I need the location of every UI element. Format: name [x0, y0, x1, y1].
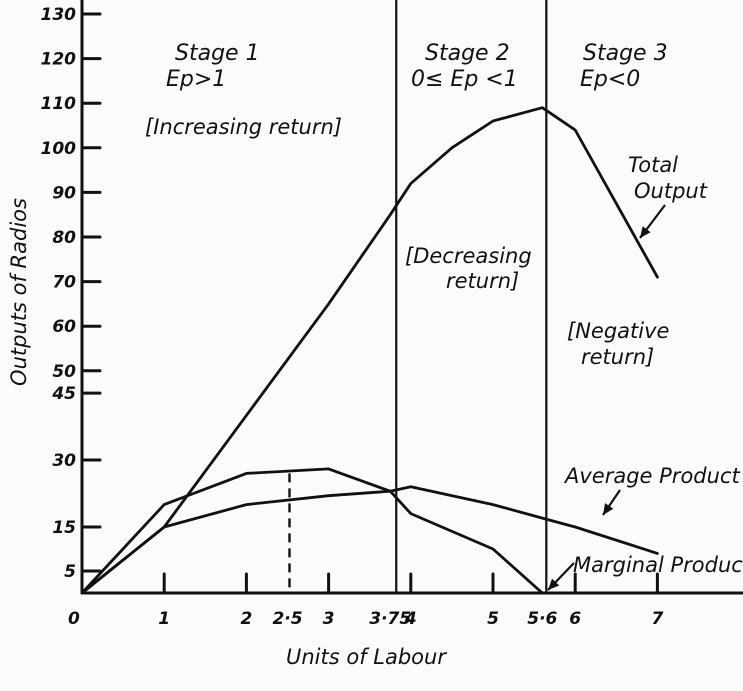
y-tick-label: 130 [41, 5, 77, 25]
stage-2-title: Stage 2 [425, 41, 510, 66]
marginal-product-curve [80, 467, 544, 595]
x-tick-label: 2 [240, 609, 252, 629]
y-tick-label: 45 [51, 384, 76, 404]
y-tick-label: 5 [64, 562, 76, 582]
y-tick-label: 15 [52, 518, 76, 538]
y-axis-label: Outputs of Radios [7, 198, 31, 386]
x-tick-label: 3·75 [369, 609, 411, 629]
average-product-curve [80, 485, 659, 595]
stage-1-title: Stage 1 [175, 41, 260, 66]
stage-3-note-line-2: return] [581, 345, 654, 369]
x-ticks: 1 2 2·5 3 3·754 5 5·6 6 7 [158, 572, 663, 629]
stage-3-note-line-1: [Negative [567, 319, 669, 343]
x-tick-label: 1 [158, 609, 170, 629]
y-tick-label: 100 [41, 139, 77, 159]
y-tick-label: 30 [52, 451, 76, 471]
y-tick-label: 50 [52, 362, 76, 382]
marginal-product-pointer-head [548, 578, 560, 590]
x-tick-label: 7 [651, 609, 663, 629]
stage-1-note: [Increasing return] [145, 115, 342, 139]
y-tick-label: 80 [52, 228, 76, 248]
x-tick-label: 4 [404, 609, 417, 629]
average-product-label: Average Product [563, 464, 740, 488]
stage-boundaries [288, 0, 548, 593]
y-tick-label: 110 [41, 94, 77, 114]
x-tick-label: 5·6 [527, 609, 557, 629]
curves [80, 106, 659, 595]
stage-3-title: Stage 3 [583, 41, 668, 66]
x-axis-label: Units of Labour [286, 645, 447, 669]
stage-2-note-line-2: return] [446, 269, 519, 293]
total-output-pointer-head [640, 226, 651, 238]
y-tick-label: 60 [52, 317, 76, 337]
y-tick-label: 120 [41, 50, 77, 70]
stage-1-condition: Ep>1 [166, 67, 226, 92]
origin-label: 0 [68, 609, 80, 629]
x-tick-label: 5 [487, 609, 499, 629]
stage-3-condition: Ep<0 [580, 67, 640, 92]
label-pointers [547, 204, 666, 591]
stage-2-condition: 0≤ Ep <1 [411, 67, 518, 92]
total-output-label-line-2: Output [634, 179, 708, 203]
total-output-label-line-1: Total [628, 153, 678, 177]
x-tick-label: 2·5 [272, 609, 302, 629]
y-tick-label: 70 [52, 273, 76, 293]
total-output-curve [80, 106, 659, 595]
stage-2-note-line-1: [Decreasing [405, 244, 532, 268]
x-tick-label: 3 [323, 609, 335, 629]
marginal-product-label: Marginal Product [573, 553, 743, 577]
average-product-pointer-head [603, 503, 614, 515]
y-tick-label: 90 [52, 183, 76, 203]
x-tick-label: 6 [569, 609, 581, 629]
